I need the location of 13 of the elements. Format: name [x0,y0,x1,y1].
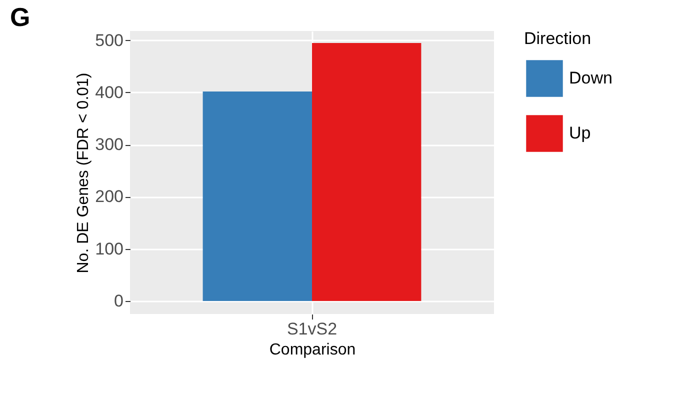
x-axis-title: Comparison [269,342,356,358]
legend-label: Up [569,124,591,142]
y-tick-label: 300 [95,135,124,154]
y-tick-label: 0 [114,291,124,310]
y-tick-label: 400 [95,83,124,102]
chart-title: G [10,2,30,32]
legend-title: Direction [524,29,592,48]
x-tick-label: S1vS2 [286,320,338,338]
y-tick-label: 500 [95,30,124,50]
y-tick-label: 200 [95,187,124,206]
y-axis-title: No. DE Genes (FDR < 0.01) [75,72,92,274]
y-tick-label: 100 [95,239,124,258]
legend-label: Down [569,68,612,88]
